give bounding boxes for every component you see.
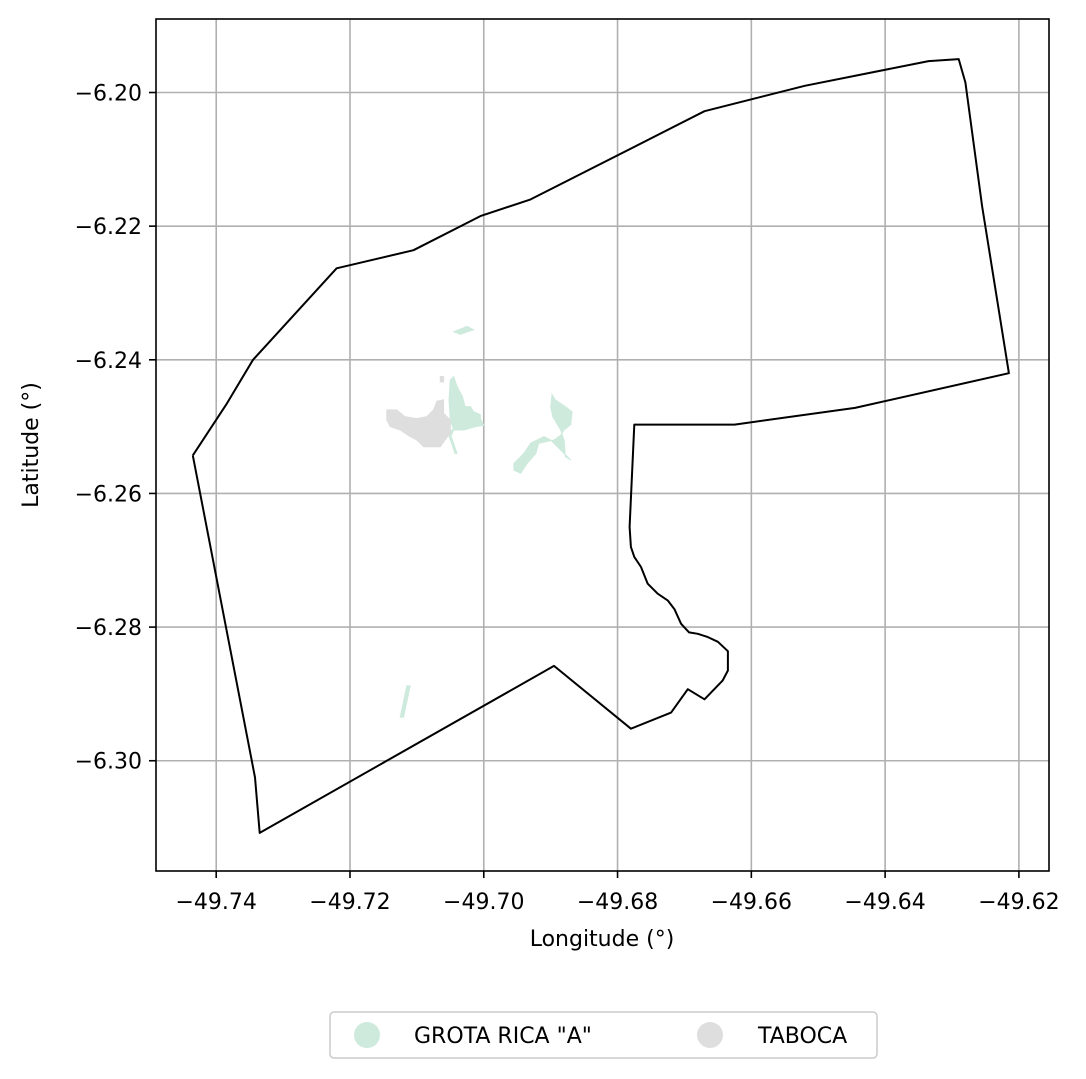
x-tick-label: −49.68 <box>577 890 658 915</box>
y-tick-label: −6.26 <box>75 482 142 507</box>
y-tick-label: −6.20 <box>75 82 142 107</box>
polygon-grota-rica-a <box>448 375 485 431</box>
x-tick-label: −49.62 <box>978 890 1059 915</box>
polygon-taboca <box>386 399 451 448</box>
x-tick-label: −49.72 <box>309 890 390 915</box>
polygon-grota-rica-a <box>513 392 573 475</box>
polygon-taboca <box>439 376 445 383</box>
plot-frame <box>155 18 1050 872</box>
municipality-boundary <box>191 58 1010 834</box>
y-tick-label: −6.28 <box>75 616 142 641</box>
plot-area <box>156 19 1049 871</box>
grid-lines <box>156 19 1049 871</box>
polygon-grota-rica-a <box>452 325 475 335</box>
x-tick-label: −49.74 <box>175 890 256 915</box>
boundary-layer <box>191 58 1010 834</box>
y-tick-label: −6.30 <box>75 750 142 775</box>
legend-frame <box>329 1011 878 1059</box>
legend-marker-taboca <box>697 1022 723 1048</box>
legend: GROTA RICA "A" TABOCA <box>329 1011 878 1059</box>
polygon-grota-rica-a <box>399 685 411 718</box>
legend-label-grota-rica: GROTA RICA "A" <box>414 1024 592 1049</box>
x-tick-label: −49.66 <box>711 890 792 915</box>
legend-label-taboca: TABOCA <box>757 1024 847 1049</box>
x-tick-label: −49.64 <box>844 890 925 915</box>
legend-marker-grota-rica <box>354 1022 380 1048</box>
y-tick-label: −6.22 <box>75 215 142 240</box>
x-axis-title: Longitude (°) <box>530 927 675 952</box>
x-tick-label: −49.70 <box>443 890 524 915</box>
axis-ticks: −49.74 −49.72 −49.70 −49.68 −49.66 −49.64 −49.… <box>75 82 1060 915</box>
y-axis-title: Latitude (°) <box>19 382 44 508</box>
feature-layer <box>386 325 573 718</box>
y-tick-label: −6.24 <box>75 349 142 374</box>
